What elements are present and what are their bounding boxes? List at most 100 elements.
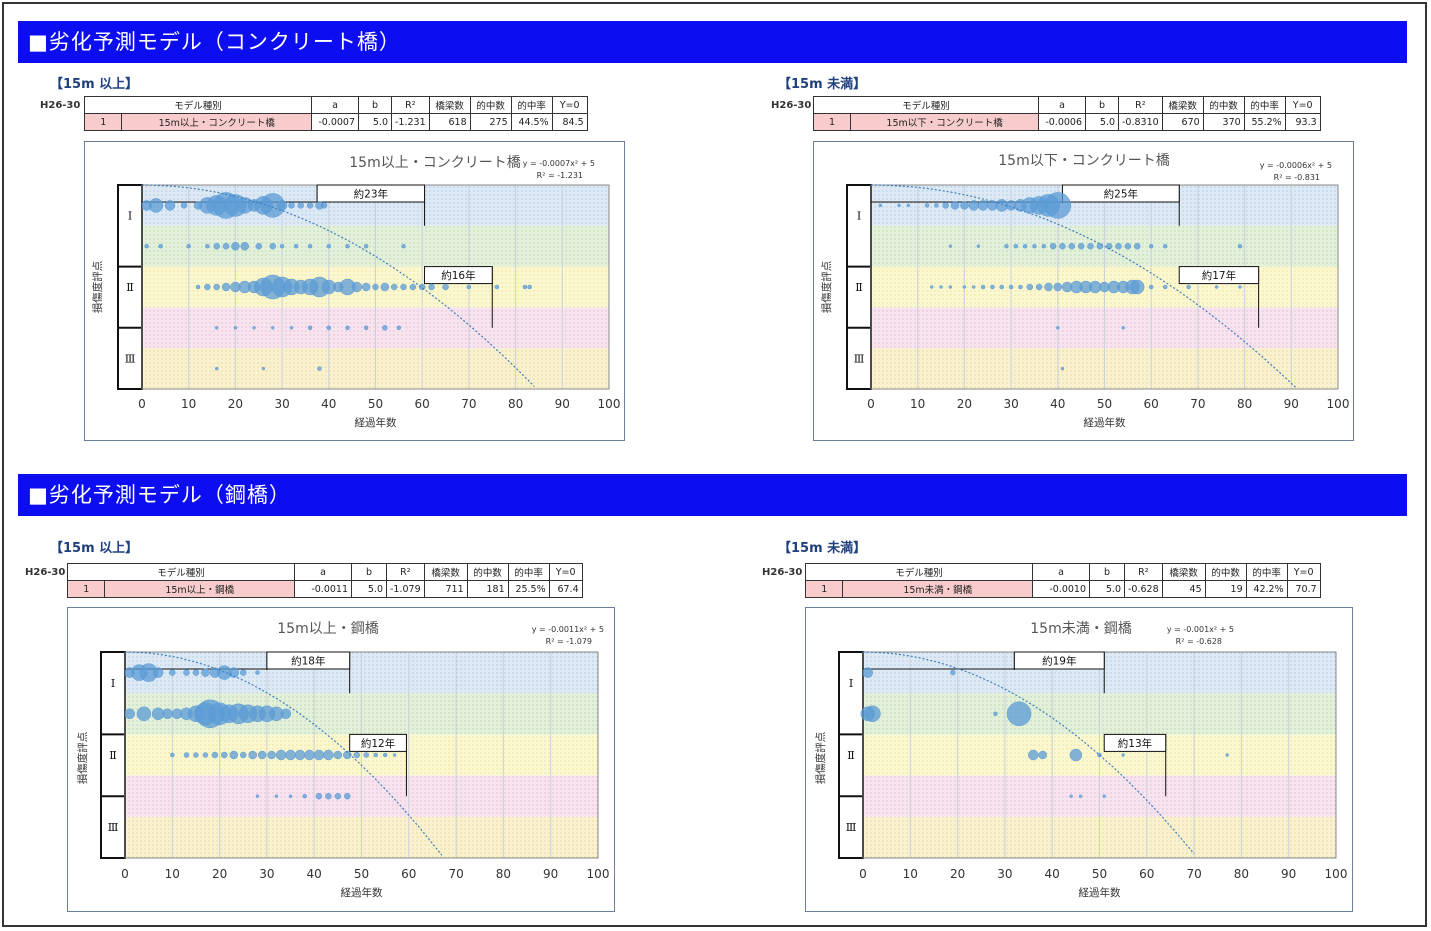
data-bubble: [522, 284, 528, 290]
data-bubble: [180, 202, 188, 209]
x-axis-title: 経過年数: [341, 886, 383, 899]
grade-label: Ⅲ: [108, 821, 119, 834]
data-bubble: [1004, 243, 1009, 249]
data-bubble: [195, 284, 201, 290]
data-bubble: [1162, 243, 1168, 249]
x-tick-label: 50: [1097, 397, 1112, 411]
data-bubble: [1044, 282, 1053, 292]
data-bubble: [269, 242, 277, 250]
data-bubble: [353, 751, 361, 759]
data-bubble: [1162, 284, 1168, 290]
x-tick-label: 90: [555, 397, 570, 411]
cell-hit-rate: 25.5%: [507, 580, 550, 598]
data-bubble: [276, 200, 288, 211]
x-tick-label: 70: [461, 397, 476, 411]
x-tick-label: 20: [228, 397, 243, 411]
grade-column: [838, 651, 864, 859]
data-bubble: [428, 283, 435, 291]
col-header: 的中数: [1204, 563, 1247, 581]
cell-b: 5.0: [351, 580, 387, 598]
x-tick-label: 50: [368, 397, 383, 411]
col-header: 橋梁数: [1161, 563, 1206, 581]
step-label-box: [424, 266, 493, 285]
x-tick-label: 90: [543, 867, 558, 881]
data-bubble: [193, 752, 199, 758]
chart-area: Ⅰ Ⅱ Ⅲ 約25年 約17年 0 10 20 30 40 50 60 70 80 90 100 経過年数 損傷度…: [813, 141, 1354, 441]
r2-label: R² = -0.831: [1274, 173, 1320, 182]
data-bubble: [1148, 284, 1154, 290]
data-bubble: [1038, 750, 1047, 760]
step-label: 約23年: [354, 188, 388, 201]
data-bubble: [255, 794, 260, 798]
data-bubble: [373, 752, 378, 758]
r2-label: R² = -1.231: [537, 171, 583, 180]
col-header: Y=0: [1284, 96, 1321, 114]
data-bubble: [144, 243, 149, 249]
data-bubble: [1041, 243, 1047, 249]
x-axis-title: 経過年数: [1084, 416, 1126, 429]
col-header: 的中数: [1202, 96, 1245, 114]
period-label: H26-30: [762, 567, 803, 578]
data-bubble: [285, 749, 296, 761]
data-bubble: [333, 750, 343, 760]
data-bubble: [380, 282, 390, 292]
cell-r2: -0.8310: [1118, 113, 1163, 131]
data-bubble: [906, 203, 911, 208]
data-bubble: [1032, 243, 1037, 249]
step-label: 約12年: [361, 737, 395, 750]
chart-area: Ⅰ Ⅱ Ⅲ 約19年 約13年 0 10 20 30 40 50 60 70 80 90 100 経過年数 損傷度…: [805, 607, 1353, 912]
data-bubble: [971, 285, 976, 289]
data-bubble: [363, 752, 369, 758]
data-bubble: [280, 708, 292, 720]
x-tick-label: 50: [354, 867, 369, 881]
data-bubble: [1035, 283, 1043, 291]
y-axis-title: 損傷度評点: [91, 261, 104, 314]
cell-r2: -0.628: [1124, 580, 1163, 598]
step-label: 約19年: [1042, 655, 1076, 668]
col-header: R²: [1118, 96, 1163, 114]
data-bubble: [466, 284, 472, 290]
data-bubble: [136, 706, 152, 722]
step-label-box: [316, 184, 426, 203]
x-tick-label: 10: [910, 397, 925, 411]
row-index: 1: [804, 580, 844, 598]
grade-label: Ⅱ: [126, 281, 133, 294]
data-bubble: [202, 752, 209, 758]
step-label: 約13年: [1118, 737, 1152, 750]
plot-border: [124, 651, 599, 859]
col-header: a: [1032, 563, 1090, 581]
x-tick-label: 80: [496, 867, 511, 881]
data-bubble: [1056, 326, 1060, 330]
data-bubble: [401, 243, 406, 249]
data-bubble: [345, 325, 350, 331]
data-bubble: [1026, 283, 1034, 291]
data-bubble: [213, 283, 220, 291]
data-bubble: [1124, 242, 1132, 250]
data-bubble: [942, 202, 949, 209]
grade-label: Ⅱ: [109, 749, 116, 762]
data-bubble: [939, 285, 943, 289]
data-bubble: [1237, 243, 1243, 249]
data-bubble: [304, 749, 315, 761]
chart-area: Ⅰ Ⅱ Ⅲ 約18年 約12年 0 10 20 30 40 50 60 70 80 90 100 経過年数 損傷度…: [67, 607, 615, 912]
data-bubble: [201, 668, 210, 677]
data-bubble: [950, 669, 956, 676]
col-header: モデル種別: [67, 563, 295, 581]
col-header: b: [351, 563, 387, 581]
col-header: 的中数: [469, 96, 512, 114]
row-index: 1: [83, 113, 123, 131]
data-bubble: [999, 284, 1005, 290]
panel-heading: 【15m 以上】: [50, 541, 139, 556]
col-header: 橋梁数: [1161, 96, 1204, 114]
data-bubble: [1069, 794, 1073, 798]
data-bubble: [124, 708, 135, 720]
row-index: 1: [812, 113, 852, 131]
data-bubble: [1121, 326, 1125, 330]
data-bubble: [279, 243, 285, 249]
data-bubble: [1133, 242, 1141, 250]
data-bubble: [267, 750, 276, 760]
data-bubble: [233, 326, 238, 330]
